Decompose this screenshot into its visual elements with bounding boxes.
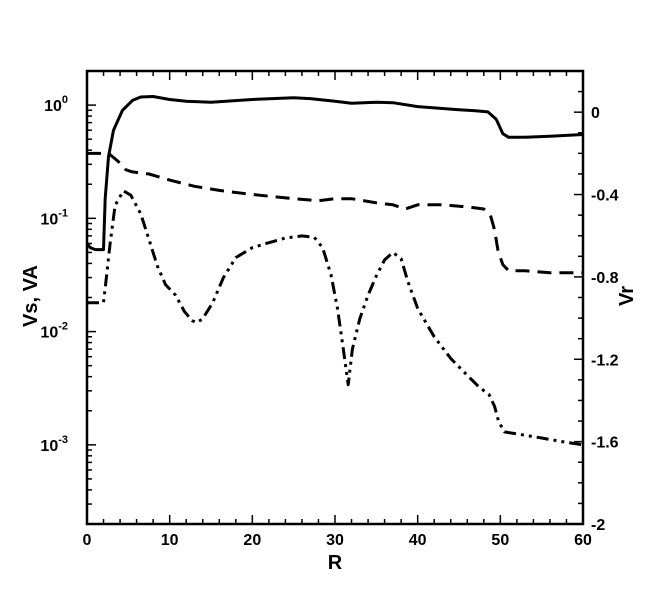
x-tick-label: 0 [83, 532, 92, 549]
series-line-2-dashed [87, 151, 583, 275]
x-tick-label: 40 [409, 532, 427, 549]
right-tick-label: 0 [591, 105, 600, 122]
left-tick-label: 10-3 [40, 434, 68, 455]
x-tick-label: 50 [491, 532, 509, 549]
right-axis-label: Vr [616, 286, 638, 306]
x-axis-label: R [328, 552, 343, 574]
right-tick-label: -1.2 [591, 352, 619, 369]
series-line-3-dash-dot-dot [87, 189, 584, 447]
plot-frame [85, 69, 585, 526]
right-tick-label: -0.4 [591, 188, 619, 205]
x-tick-label: 20 [243, 532, 261, 549]
right-tick-label: -2 [591, 517, 605, 534]
left-tick-label: 10-1 [40, 207, 68, 228]
plot-area [85, 95, 584, 447]
right-tick-label: -0.8 [591, 270, 619, 287]
x-tick-label: 10 [161, 532, 179, 549]
axes: 0 10 20 30 40 50 60 100 10-1 10-2 10-3 0 -0.4 -0.8 -1.… [40, 69, 619, 549]
left-axis-label: Vs, VA [20, 265, 42, 327]
x-tick-label: 60 [574, 532, 592, 549]
series-line-1-solid [85, 95, 584, 252]
right-tick-label: -1.6 [591, 435, 619, 452]
left-tick-label: 100 [44, 94, 68, 115]
left-tick-label: 10-2 [40, 321, 68, 342]
x-tick-label: 30 [326, 532, 344, 549]
